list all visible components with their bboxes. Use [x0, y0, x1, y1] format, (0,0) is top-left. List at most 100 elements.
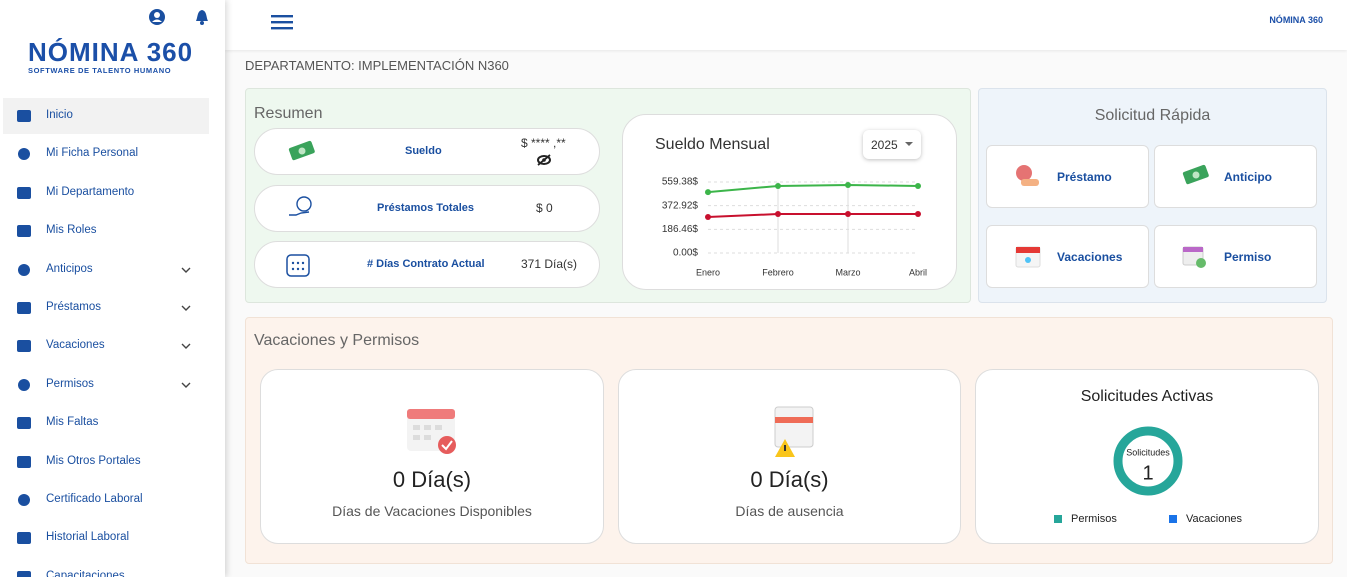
series-point [845, 181, 851, 188]
icon-shape [17, 110, 31, 122]
nav-icon [17, 455, 31, 468]
nav-label: Mis Otros Portales [46, 454, 141, 467]
money-icon [1182, 164, 1209, 185]
legend-swatch [1054, 515, 1062, 523]
donut-chart: Solicitudes Activas Solicitudes 1 Permis… [1054, 388, 1243, 525]
icon-shape [17, 455, 31, 468]
hide-icon[interactable] [537, 154, 551, 166]
button-label: Anticipo [1224, 170, 1272, 184]
money-icon [288, 140, 315, 161]
loan-icon [1016, 165, 1039, 186]
nav-item[interactable]: Capacitaciones [3, 559, 209, 577]
user-icon[interactable] [148, 8, 166, 26]
nav-item[interactable]: Vacaciones [3, 328, 209, 364]
nav-label: Inicio [46, 109, 73, 121]
department: DEPARTAMENTO: IMPLEMENTACIÓN N360 [245, 58, 509, 73]
sidebar: NÓMINA 360 SOFTWARE DE TALENTO HUMANO In… [0, 0, 225, 577]
quick-button[interactable]: Préstamo [986, 145, 1149, 208]
stat-card: 0 Día(s) Días de ausencia [618, 369, 961, 544]
nav-icon [17, 110, 31, 122]
card-label: Préstamos Totales [377, 202, 475, 214]
nav-icon [18, 378, 30, 391]
nav-item[interactable]: Inicio [3, 98, 209, 134]
panel-title: Resumen [254, 105, 323, 122]
tagline: SOFTWARE DE TALENTO HUMANO [28, 66, 172, 75]
stat-label: Días de ausencia [735, 503, 844, 519]
icon-shape [17, 532, 31, 545]
chevron-path [181, 382, 191, 388]
stat-card: 0 Día(s) Días de Vacaciones Disponibles [260, 369, 604, 544]
card-value: $ 0 [536, 201, 553, 215]
summary-card: Sueldo $ **** ,** [254, 128, 600, 175]
year-select[interactable]: 2025 [863, 130, 921, 159]
series-point [915, 182, 921, 189]
card-value: 371 Día(s) [521, 257, 578, 271]
menu-button[interactable] [271, 14, 293, 30]
chevron-path [181, 305, 191, 311]
nav-label: Capacitaciones [46, 569, 125, 577]
button-label: Vacaciones [1057, 250, 1123, 264]
card-label: # Días Contrato Actual [367, 258, 485, 270]
nav-label: Anticipos [46, 262, 93, 275]
summary-card: # Días Contrato Actual 371 Día(s) [254, 241, 600, 288]
series-point [845, 211, 851, 218]
bell-icon[interactable] [194, 8, 210, 26]
nav-item[interactable]: Mis Faltas [3, 405, 209, 441]
nav-item[interactable]: Préstamos [3, 290, 209, 326]
x-tick-label: Febrero [762, 267, 794, 277]
series-point [705, 189, 711, 196]
nav-item[interactable]: Mis Otros Portales [3, 444, 209, 480]
series-point [775, 211, 781, 218]
vacation-icon [1015, 246, 1041, 268]
chevron-path [181, 267, 191, 273]
calendar-icon [407, 409, 456, 454]
icon-shape [18, 263, 30, 276]
chevron [181, 382, 191, 388]
y-tick-label: 0.00$ [673, 248, 698, 259]
nav-label: Mi Departamento [46, 185, 135, 198]
caret [905, 142, 913, 146]
y-tick-label: 372.92$ [662, 200, 699, 211]
nav-label: Vacaciones [46, 339, 105, 352]
calendar-icon [286, 254, 310, 277]
nav-label: Préstamos [46, 301, 101, 313]
chevron [181, 305, 191, 311]
chevron [181, 267, 191, 273]
vacaciones-panel: Vacaciones y Permisos 0 Día(s) Días de V… [245, 317, 1333, 564]
nav-item[interactable]: Mi Departamento [3, 175, 209, 211]
brand: NÓMINA 360 [28, 37, 194, 67]
nav-item[interactable]: Permisos [3, 367, 209, 403]
nav-label: Historial Laboral [46, 531, 130, 544]
x-tick-label: Enero [696, 267, 720, 277]
nav-icon [17, 302, 31, 314]
card-value: $ **** ,** [521, 136, 566, 150]
icon-shape [18, 494, 30, 506]
quick-button[interactable]: Permiso [1154, 225, 1317, 288]
summary-card: Préstamos Totales $ 0 [254, 185, 600, 232]
panel-title: Solicitud Rápida [1094, 107, 1211, 124]
nav-item[interactable]: Mis Roles [3, 213, 209, 249]
nav-item[interactable]: Anticipos [3, 252, 209, 288]
icon-shape [17, 225, 31, 238]
nav-item[interactable]: Historial Laboral [3, 520, 209, 556]
icon-shape [18, 378, 30, 391]
nav-label: Permisos [46, 377, 94, 390]
stat-value: 0 Día(s) [750, 467, 829, 492]
quick-button[interactable]: Vacaciones [986, 225, 1149, 288]
legend-swatch [1169, 515, 1177, 523]
icon-shape [17, 302, 31, 314]
icon-shape [17, 570, 31, 577]
quick-button[interactable]: Anticipo [1154, 145, 1317, 208]
nav-item[interactable]: Mi Ficha Personal [3, 136, 209, 172]
card-label: Sueldo [405, 145, 442, 157]
icon-shape [17, 186, 31, 199]
nav-item[interactable]: Certificado Laboral [3, 482, 209, 518]
icon-shape [18, 148, 30, 161]
nav-label: Mi Ficha Personal [46, 147, 139, 160]
nav-icon [17, 532, 31, 545]
series-line [707, 213, 918, 218]
chart-title: Sueldo Mensual [655, 136, 770, 153]
series-point [915, 211, 921, 218]
button-label: Préstamo [1057, 170, 1112, 184]
panel-title: Vacaciones y Permisos [254, 332, 420, 349]
